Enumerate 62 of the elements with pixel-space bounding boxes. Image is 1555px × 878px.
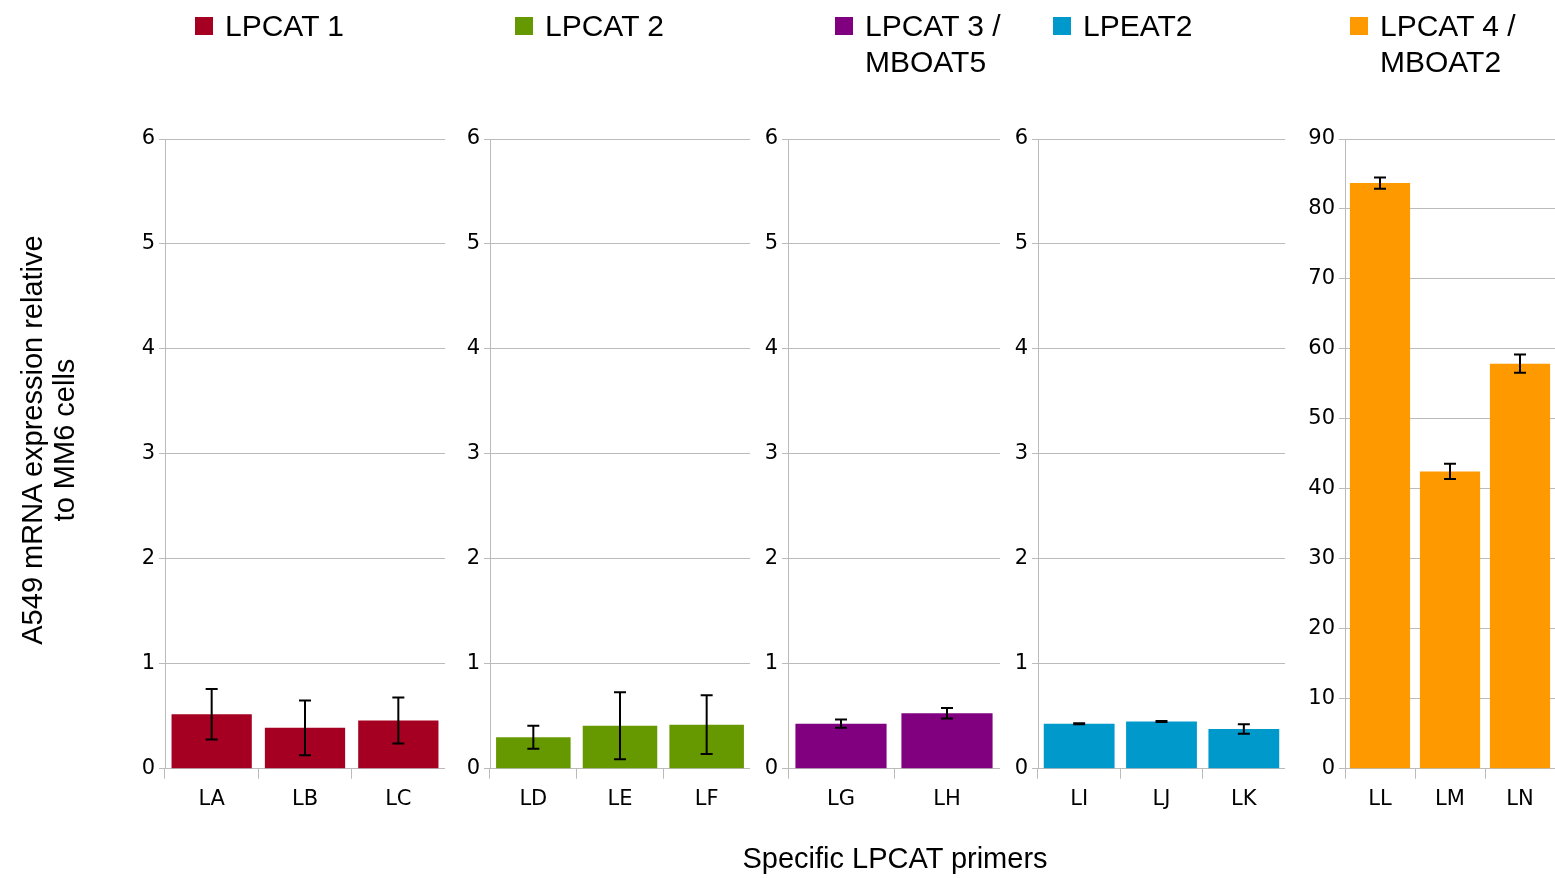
x-axis-title: Specific LPCAT primers [741,842,1049,875]
y-tick-label: 70 [1308,265,1335,290]
y-tick-label: 4 [141,335,155,360]
y-tick-label: 2 [466,545,480,570]
y-tick-label: 2 [764,545,778,570]
y-tick-label: 5 [466,230,480,255]
y-tick-label: 4 [466,335,480,360]
legend-label: LPCAT 3 / MBOAT5 [865,8,1002,80]
x-tick-label: LI [1070,785,1089,810]
y-tick-label: 0 [1014,755,1028,780]
y-tick-label: 20 [1308,615,1335,640]
y-tick-label: 4 [1014,335,1028,360]
y-tick-label: 60 [1308,335,1335,360]
y-tick-label: 5 [141,230,155,255]
y-tick-label: 1 [764,650,778,675]
y-tick-label: 6 [1014,125,1028,150]
y-tick-label: 30 [1308,545,1335,570]
legend-label: LPCAT 4 / MBOAT2 [1380,8,1517,80]
bar [1419,471,1481,769]
y-tick-label: 0 [1321,755,1335,780]
y-tick-label: 1 [1014,650,1028,675]
y-tick-label: 4 [764,335,778,360]
y-tick-label: 1 [466,650,480,675]
bar [1489,363,1551,769]
y-tick-label: 5 [764,230,778,255]
x-tick-label: LB [291,785,319,810]
y-tick-label: 10 [1308,685,1335,710]
y-tick-label: 3 [466,440,480,465]
x-tick-label: LG [827,785,855,810]
y-tick-label: 0 [141,755,155,780]
y-tick-label: 3 [1014,440,1028,465]
y-axis-title: A549 mRNA expression relative to MM6 cells [16,234,80,647]
x-tick-label: LM [1435,785,1465,810]
legend-label: LPCAT 1 [225,8,344,44]
x-tick-label: LH [933,785,961,810]
x-tick-label: LA [198,785,226,810]
y-tick-label: 2 [141,545,155,570]
y-tick-label: 50 [1308,405,1335,430]
y-tick-label: 0 [466,755,480,780]
x-tick-label: LE [607,785,633,810]
x-tick-label: LC [385,785,412,810]
y-tick-label: 0 [764,755,778,780]
y-tick-label: 6 [466,125,480,150]
y-tick-label: 2 [1014,545,1028,570]
x-tick-label: LJ [1152,785,1171,810]
y-tick-label: 5 [1014,230,1028,255]
y-tick-label: 3 [141,440,155,465]
y-tick-label: 6 [141,125,155,150]
x-tick-label: LN [1506,785,1534,810]
x-tick-label: LK [1231,785,1258,810]
bar [1349,183,1411,769]
y-tick-label: 3 [764,440,778,465]
y-tick-label: 80 [1308,195,1335,220]
legend-label: LPCAT 2 [545,8,664,44]
y-tick-label: 90 [1308,125,1335,150]
y-tick-label: 40 [1308,475,1335,500]
x-tick-label: LF [694,785,719,810]
x-tick-label: LD [519,785,548,810]
y-tick-label: 6 [764,125,778,150]
y-tick-label: 1 [141,650,155,675]
x-tick-label: LL [1368,785,1392,810]
legend-label: LPEAT2 [1083,8,1193,44]
